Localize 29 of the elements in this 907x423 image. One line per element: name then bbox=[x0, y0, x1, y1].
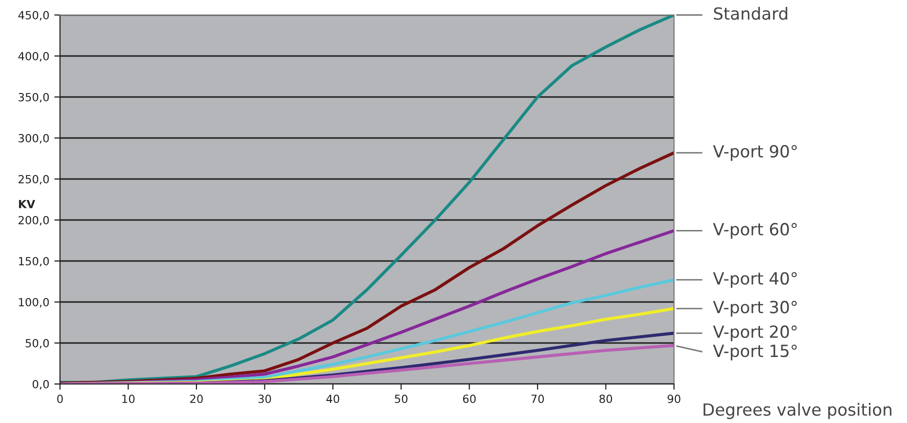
text: V-port 90° bbox=[713, 144, 797, 161]
y-tick-label: 300,0 bbox=[18, 134, 49, 144]
y-tick-label: 150,0 bbox=[18, 256, 49, 267]
y-tick-label: 100,0 bbox=[18, 298, 49, 308]
x-tick-label: 40 bbox=[326, 394, 340, 404]
y-tick-label: 450,0 bbox=[18, 10, 49, 21]
x-axis-title: Degrees valve position bbox=[704, 402, 892, 420]
x-tick-label: 60 bbox=[463, 394, 476, 404]
text: V-port 60° bbox=[713, 222, 797, 239]
y-tick-label: 50,0 bbox=[26, 338, 49, 349]
y-axis-title: KV bbox=[19, 200, 36, 208]
x-tick-label: 30 bbox=[258, 394, 271, 404]
text: V-port 20° bbox=[713, 325, 797, 342]
y-tick-label: 400,0 bbox=[18, 52, 49, 62]
x-tick-label: 90 bbox=[668, 394, 680, 404]
y-tick-label: 350,0 bbox=[18, 92, 49, 103]
x-tick-label: 70 bbox=[531, 394, 544, 404]
x-tick-label: 0 bbox=[57, 394, 63, 404]
y-tick-label: 0,0 bbox=[32, 380, 49, 390]
text: V-port 30° bbox=[713, 300, 797, 317]
text: V-port 40° bbox=[713, 272, 797, 288]
y-tick-label: 200,0 bbox=[18, 216, 49, 226]
x-tick-label: 50 bbox=[394, 394, 408, 404]
x-tick-label: 10 bbox=[122, 394, 135, 404]
y-tick-label: 250,0 bbox=[18, 174, 49, 185]
text: V-port 15° bbox=[713, 344, 797, 360]
x-tick-label: 20 bbox=[190, 394, 203, 404]
x-tick-label: 80 bbox=[599, 394, 612, 404]
text: Standard bbox=[714, 6, 788, 20]
